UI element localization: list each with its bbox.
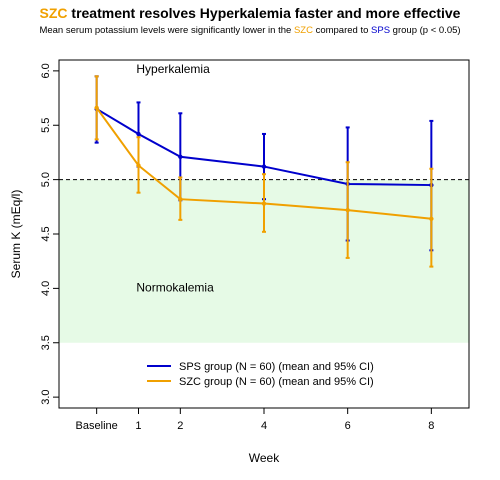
subtitle-part1: Mean serum potassium levels were signifi…: [39, 25, 294, 36]
y-tick-label: 4.5: [40, 226, 52, 241]
data-point: [429, 216, 434, 221]
y-tick-label: 5.5: [40, 118, 52, 133]
data-point: [261, 164, 267, 169]
data-point: [136, 131, 141, 137]
x-tick-label: 4: [261, 420, 267, 432]
x-tick-label: 6: [345, 420, 351, 432]
x-tick-label: 1: [135, 420, 141, 432]
x-tick-label: Baseline: [76, 420, 118, 432]
y-axis-title: Serum K (mEq/l): [9, 190, 23, 279]
legend: SPS group (N = 60) (mean and 95% CI) SZC …: [147, 361, 374, 388]
chart-title: SZC treatment resolves Hyperkalemia fast…: [0, 5, 500, 21]
data-point: [178, 197, 183, 202]
y-tick-label: 5.0: [40, 172, 52, 187]
y-tick-label: 3.5: [40, 335, 52, 350]
x-tick-label: 8: [428, 420, 434, 432]
zone-label-hyperkalemia: Hyperkalemia: [136, 62, 210, 76]
zone-label-normokalemia: Normokalemia: [136, 281, 214, 295]
y-tick-label: 6.0: [40, 63, 52, 78]
subtitle-part2: compared to: [312, 25, 372, 36]
chart-subtitle: Mean serum potassium levels were signifi…: [0, 25, 500, 36]
data-point: [136, 163, 141, 168]
data-point: [178, 154, 183, 159]
data-point: [261, 201, 267, 206]
y-tick-label: 4.0: [40, 281, 52, 296]
subtitle-szc: SZC: [293, 25, 313, 36]
data-point: [94, 105, 99, 111]
series-1: [94, 75, 434, 268]
x-axis-title: Week: [249, 451, 280, 465]
x-tick-label: 2: [177, 420, 183, 432]
subtitle-sps: SPS: [371, 25, 391, 36]
data-point: [345, 207, 350, 213]
title-text: treatment resolves Hyperkalemia faster a…: [67, 5, 461, 21]
series-line: [95, 107, 432, 220]
title-szc-highlight: SZC: [39, 5, 68, 21]
legend-label: SZC group (N = 60) (mean and 95% CI): [179, 376, 374, 388]
series-line: [96, 108, 432, 187]
y-tick-label: 3.0: [40, 389, 52, 404]
subtitle-part3: group (p < 0.05): [390, 25, 461, 36]
legend-label: SPS group (N = 60) (mean and 95% CI): [179, 361, 374, 373]
